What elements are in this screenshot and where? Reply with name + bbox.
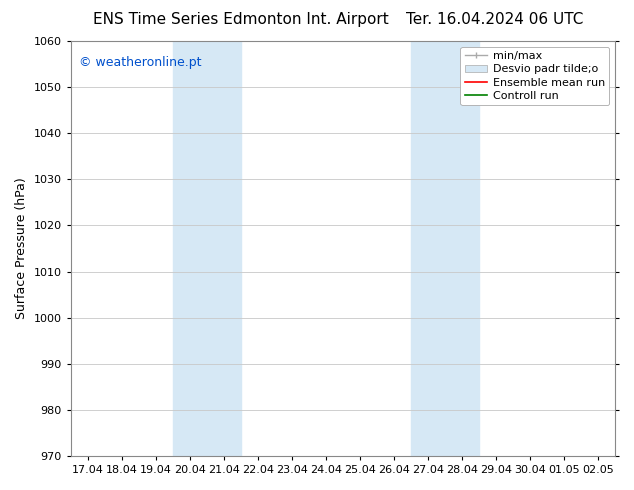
Y-axis label: Surface Pressure (hPa): Surface Pressure (hPa): [15, 178, 28, 319]
Bar: [172, 41, 241, 456]
Bar: [411, 41, 479, 456]
Text: Ter. 16.04.2024 06 UTC: Ter. 16.04.2024 06 UTC: [406, 12, 583, 27]
Text: © weatheronline.pt: © weatheronline.pt: [79, 55, 202, 69]
Legend: min/max, Desvio padr tilde;o, Ensemble mean run, Controll run: min/max, Desvio padr tilde;o, Ensemble m…: [460, 47, 609, 105]
Text: ENS Time Series Edmonton Int. Airport: ENS Time Series Edmonton Int. Airport: [93, 12, 389, 27]
